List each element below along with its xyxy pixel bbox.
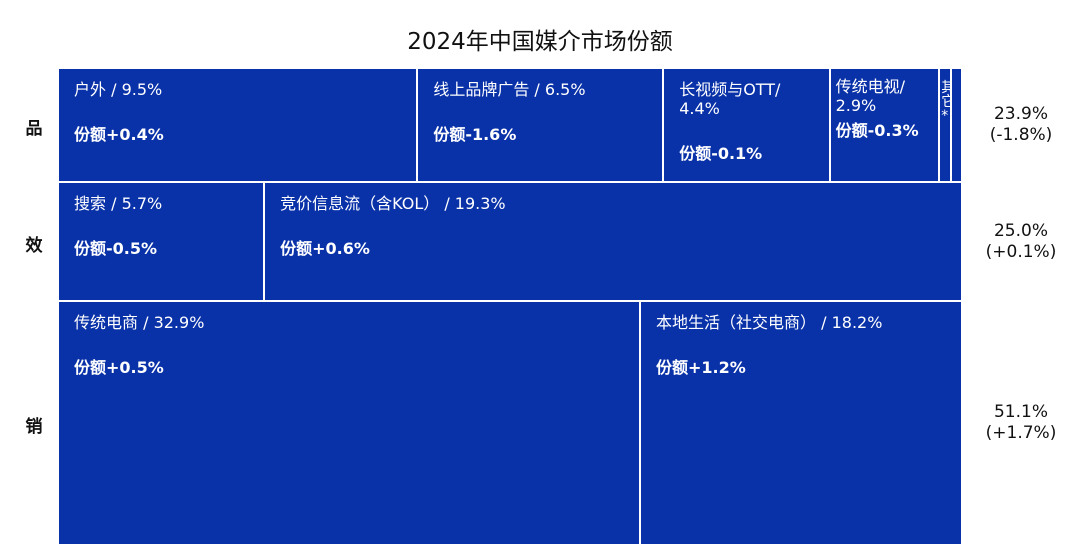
cell-label: 竞价信息流（含KOL） / 19.3%	[280, 194, 506, 213]
treemap-cell: 本地生活（社交电商） / 18.2% 份额+1.2%	[640, 301, 962, 545]
treemap-cell: 其它*	[939, 68, 951, 182]
row-share: 51.1%	[993, 402, 1048, 423]
cell-share-change: 份额+0.6%	[280, 239, 370, 258]
treemap-cell: 竞价信息流（含KOL） / 19.3% 份额+0.6%	[264, 182, 962, 302]
row-share: 25.0%	[993, 220, 1048, 241]
cell-label: 其它*	[941, 81, 949, 124]
treemap-cell: 传统电视/ 2.9% 份额-0.3%	[829, 68, 940, 182]
row-total: 51.1% (+1.7%)	[966, 402, 1076, 444]
row-total: 23.9% (-1.8%)	[966, 104, 1076, 146]
treemap-cell: 搜索 / 5.7% 份额-0.5%	[58, 182, 265, 302]
cell-share-change: 份额+0.4%	[74, 125, 164, 144]
row-share-change: (+1.7%)	[985, 423, 1057, 444]
row-label: 品	[25, 119, 43, 139]
cell-label: 传统电商 / 32.9%	[74, 313, 205, 333]
treemap-cell: 长视频与OTT/ 4.4% 份额-0.1%	[663, 68, 830, 182]
cell-share-change: 份额+0.5%	[74, 358, 164, 378]
treemap-cell: 线上品牌广告 / 6.5% 份额-1.6%	[417, 68, 664, 182]
row-share: 23.9%	[993, 104, 1048, 124]
cell-label: 长视频与OTT/ 4.4%	[679, 80, 781, 118]
row-label: 效	[25, 235, 43, 256]
row-share-change: (+0.1%)	[985, 241, 1057, 262]
cell-label: 传统电视/ 2.9%	[835, 77, 906, 115]
treemap-cell	[950, 68, 962, 182]
row-label: 销	[25, 417, 43, 438]
cell-share-change: 份额+1.2%	[656, 358, 746, 378]
cell-label: 本地生活（社交电商） / 18.2%	[656, 313, 883, 333]
cell-share-change: 份额-0.5%	[74, 239, 158, 258]
cell-share-change: 份额-1.6%	[433, 125, 517, 144]
row-total: 25.0% (+0.1%)	[966, 221, 1076, 263]
cell-share-change: 份额-0.3%	[835, 121, 919, 140]
cell-label: 搜索 / 5.7%	[74, 194, 163, 213]
cell-label: 线上品牌广告 / 6.5%	[433, 80, 586, 99]
row-share-change: (-1.8%)	[989, 125, 1053, 145]
cell-label: 户外 / 9.5%	[74, 80, 163, 99]
chart-title: 2024年中国媒介市场份额	[407, 29, 673, 55]
treemap-cell: 户外 / 9.5% 份额+0.4%	[58, 68, 418, 182]
cell-share-change: 份额-0.1%	[679, 144, 763, 163]
treemap-cell: 传统电商 / 32.9% 份额+0.5%	[58, 301, 641, 545]
